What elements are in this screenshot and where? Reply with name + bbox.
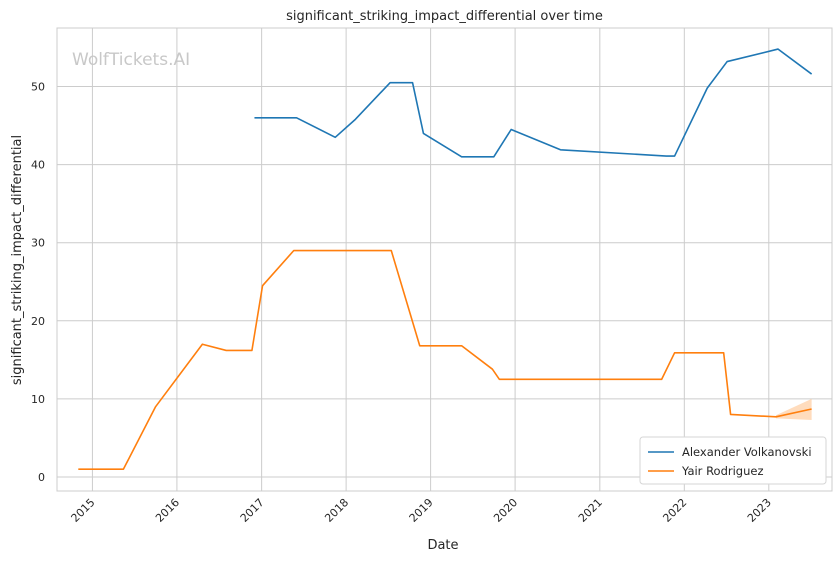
series-line-1 [254,48,813,158]
data-point-series-1 [493,156,495,158]
data-point-series-1 [296,117,298,119]
y-tick-label: 0 [38,471,45,484]
data-point-series-1 [811,73,813,75]
x-tick-labels: 2015 2016 2017 2018 2019 2020 2021 2022 2023 [69,496,774,525]
x-tick-label: 2021 [576,496,605,525]
data-point-series-2 [123,468,125,470]
y-tick-label: 30 [31,237,45,250]
series-lines [77,48,813,470]
x-tick-label: 2015 [69,496,98,525]
data-point-series-2 [499,379,501,381]
x-tick-label: 2019 [407,496,436,525]
data-point-series-2 [251,350,253,352]
data-point-series-1 [674,155,676,157]
data-point-series-2 [811,408,813,410]
legend-label-series-2: Yair Rodriguez [681,464,764,478]
data-point-series-1 [706,87,708,89]
x-tick-label: 2018 [322,496,351,525]
x-axis-label: Date [427,538,458,553]
data-point-series-1 [777,48,779,50]
y-tick-label: 40 [31,159,45,172]
data-point-series-2 [202,343,204,345]
watermark: WolfTickets.AI [72,50,190,70]
data-point-series-1 [334,137,336,139]
data-point-series-2 [674,352,676,354]
y-axis-label: significant_striking_impact_differential [10,135,25,385]
data-point-series-2 [419,345,421,347]
data-point-series-1 [254,117,256,119]
x-tick-label: 2020 [491,496,520,525]
plot-frame [56,27,833,492]
data-point-series-1 [461,156,463,158]
data-point-series-1 [560,149,562,151]
data-point-series-1 [510,129,512,131]
data-point-series-2 [225,350,227,352]
y-tick-label: 10 [31,393,45,406]
data-point-series-2 [723,352,725,354]
data-point-series-2 [77,468,79,470]
data-point-series-2 [492,368,494,370]
x-tick-label: 2016 [153,496,182,525]
plot-background [57,28,832,491]
data-point-series-1 [423,133,425,135]
legend-label-series-1: Alexander Volkanovski [682,445,812,459]
y-tick-labels: 0 10 20 30 40 50 [31,81,45,484]
x-tick-label: 2017 [238,496,267,525]
data-point-series-2 [461,345,463,347]
data-point-series-2 [293,250,295,252]
data-point-series-1 [389,82,391,84]
data-point-series-1 [726,61,728,63]
y-tick-label: 20 [31,315,45,328]
series-line-2 [78,249,812,470]
data-point-series-2 [661,379,663,381]
data-point-series-2 [155,406,157,408]
data-point-series-1 [665,155,667,157]
data-point-series-2 [390,250,392,252]
data-point-series-1 [412,82,414,84]
data-point-series-2 [775,416,777,418]
data-point-series-1 [355,119,357,121]
chart-title: significant_striking_impact_differential… [286,9,603,24]
x-tick-label: 2023 [745,496,774,525]
legend-box [639,436,827,485]
data-point-series-2 [262,285,264,287]
y-tick-label: 50 [31,81,45,94]
x-tick-label: 2022 [660,496,689,525]
legend: Alexander Volkanovski Yair Rodriguez [639,436,827,485]
data-point-series-2 [730,414,732,416]
